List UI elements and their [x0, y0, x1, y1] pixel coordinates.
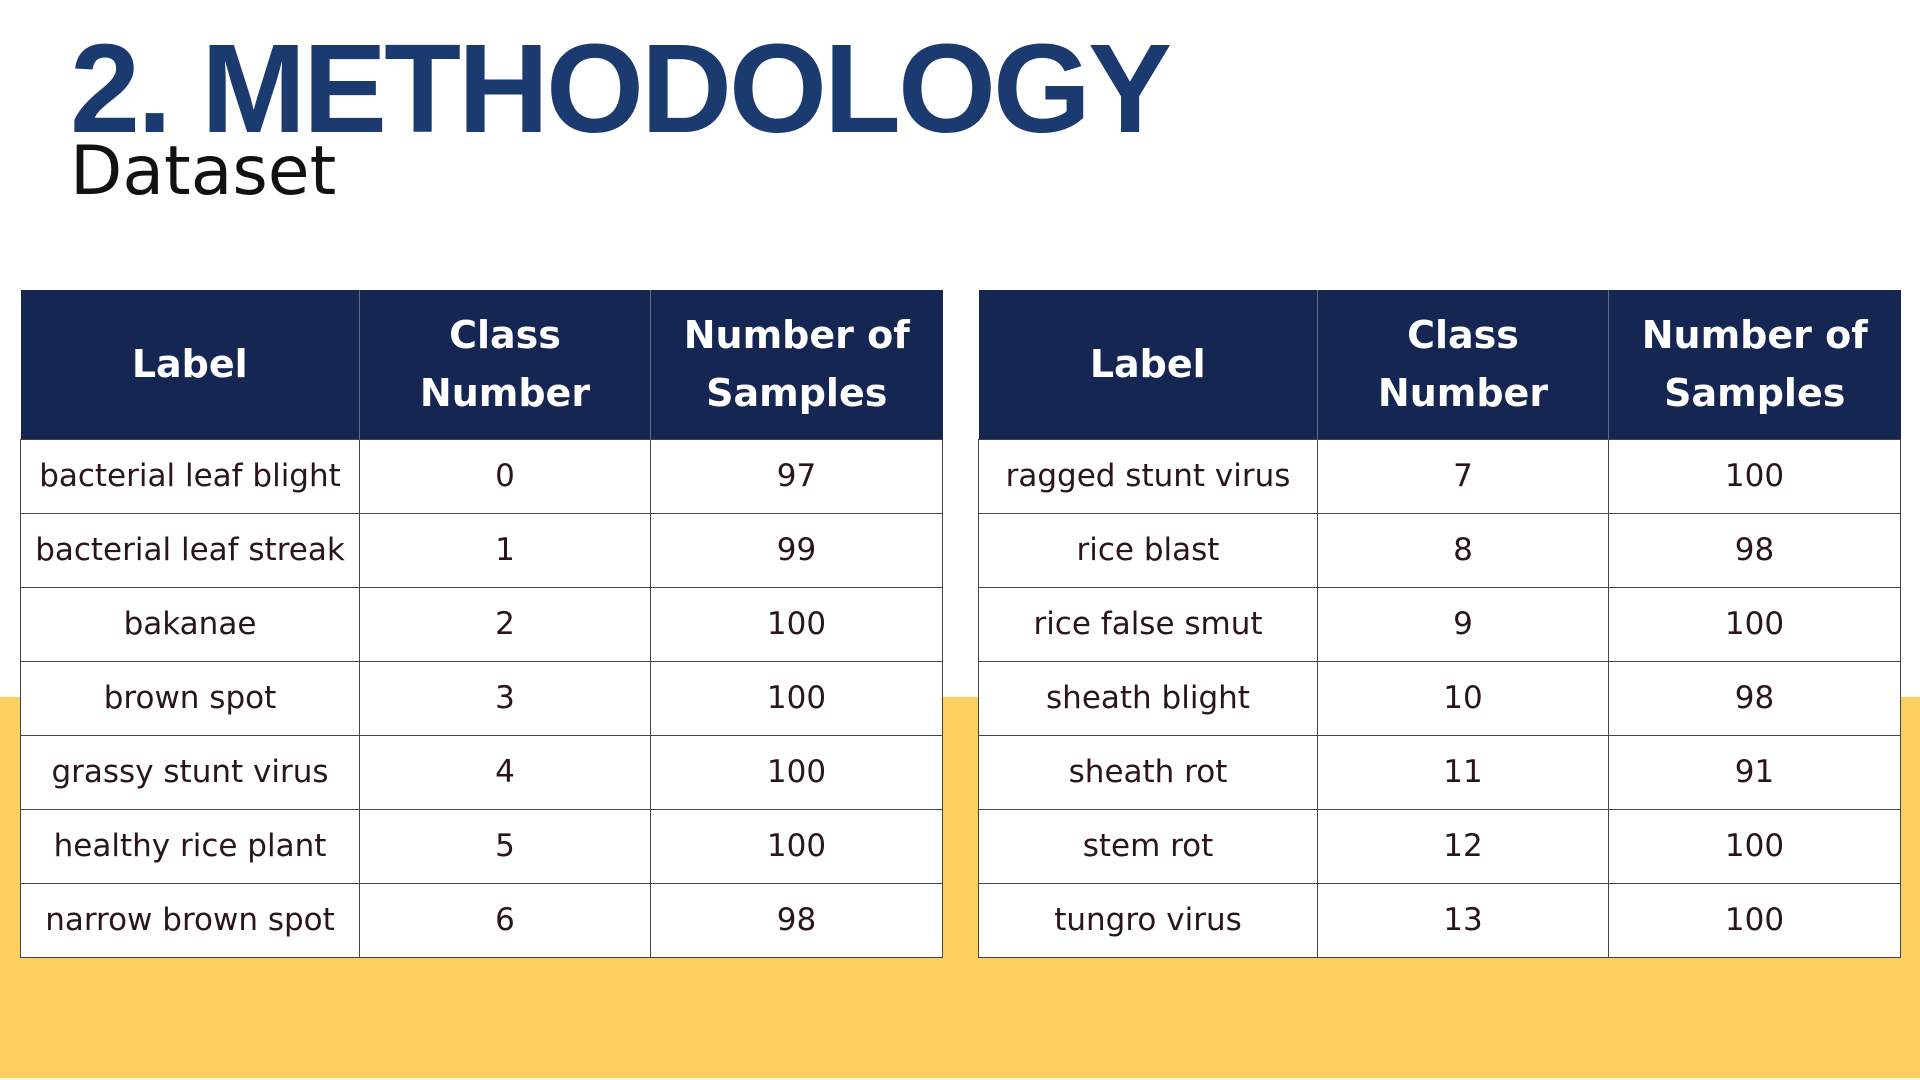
cell-class-number: 1	[359, 512, 651, 588]
cell-class-number: 7	[1317, 438, 1609, 514]
cell-label: bakanae	[20, 586, 360, 662]
cell-label: ragged stunt virus	[978, 438, 1318, 514]
table-row: bacterial leaf streak 1 99	[20, 512, 943, 588]
bottom-strip	[0, 1078, 1920, 1080]
table-row: sheath rot 11 91	[978, 734, 1901, 810]
cell-samples: 100	[650, 660, 943, 736]
cell-class-number: 0	[359, 438, 651, 514]
table-row: rice false smut 9 100	[978, 586, 1901, 662]
cell-class-number: 4	[359, 734, 651, 810]
table-row: stem rot 12 100	[978, 808, 1901, 884]
cell-samples: 100	[1608, 808, 1901, 884]
cell-label: tungro virus	[978, 882, 1318, 958]
page-title: 2. METHODOLOGY	[70, 18, 1172, 159]
cell-samples: 100	[1608, 586, 1901, 662]
table-row: sheath blight 10 98	[978, 660, 1901, 736]
table-row: tungro virus 13 100	[978, 882, 1901, 958]
header-label: Label	[20, 290, 360, 439]
cell-label: narrow brown spot	[20, 882, 360, 958]
cell-label: sheath blight	[978, 660, 1318, 736]
cell-class-number: 8	[1317, 512, 1609, 588]
header-number-of-samples: Number of Samples	[650, 290, 943, 439]
cell-label: healthy rice plant	[20, 808, 360, 884]
cell-samples: 100	[650, 586, 943, 662]
page-subtitle: Dataset	[70, 132, 337, 211]
header-class-number: Class Number	[359, 290, 651, 439]
cell-samples: 100	[650, 734, 943, 810]
table-row: narrow brown spot 6 98	[20, 882, 943, 958]
cell-class-number: 11	[1317, 734, 1609, 810]
cell-samples: 100	[1608, 438, 1901, 514]
cell-label: grassy stunt virus	[20, 734, 360, 810]
cell-samples: 98	[1608, 512, 1901, 588]
header-class-number: Class Number	[1317, 290, 1609, 439]
cell-class-number: 13	[1317, 882, 1609, 958]
cell-label: bacterial leaf streak	[20, 512, 360, 588]
cell-label: rice false smut	[978, 586, 1318, 662]
cell-samples: 97	[650, 438, 943, 514]
table-row: bacterial leaf blight 0 97	[20, 438, 943, 514]
cell-class-number: 9	[1317, 586, 1609, 662]
table-row: brown spot 3 100	[20, 660, 943, 736]
cell-class-number: 5	[359, 808, 651, 884]
dataset-table-right: Label Class Number Number of Samples rag…	[978, 290, 1901, 958]
cell-class-number: 10	[1317, 660, 1609, 736]
dataset-table-left: Label Class Number Number of Samples bac…	[20, 290, 943, 958]
cell-samples: 91	[1608, 734, 1901, 810]
cell-samples: 100	[650, 808, 943, 884]
cell-samples: 99	[650, 512, 943, 588]
cell-class-number: 3	[359, 660, 651, 736]
cell-class-number: 12	[1317, 808, 1609, 884]
table-row: rice blast 8 98	[978, 512, 1901, 588]
cell-samples: 98	[1608, 660, 1901, 736]
cell-label: brown spot	[20, 660, 360, 736]
header-label: Label	[978, 290, 1318, 439]
table-header-row: Label Class Number Number of Samples	[978, 290, 1901, 439]
cell-class-number: 6	[359, 882, 651, 958]
cell-label: sheath rot	[978, 734, 1318, 810]
cell-label: stem rot	[978, 808, 1318, 884]
cell-samples: 100	[1608, 882, 1901, 958]
header-number-of-samples: Number of Samples	[1608, 290, 1901, 439]
table-header-row: Label Class Number Number of Samples	[20, 290, 943, 439]
table-row: bakanae 2 100	[20, 586, 943, 662]
cell-label: rice blast	[978, 512, 1318, 588]
cell-samples: 98	[650, 882, 943, 958]
table-row: healthy rice plant 5 100	[20, 808, 943, 884]
cell-label: bacterial leaf blight	[20, 438, 360, 514]
table-row: grassy stunt virus 4 100	[20, 734, 943, 810]
cell-class-number: 2	[359, 586, 651, 662]
table-row: ragged stunt virus 7 100	[978, 438, 1901, 514]
